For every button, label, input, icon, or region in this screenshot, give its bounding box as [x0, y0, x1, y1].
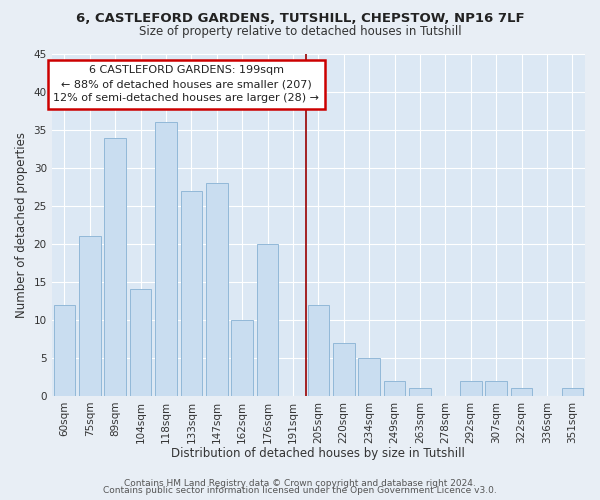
Text: Contains public sector information licensed under the Open Government Licence v3: Contains public sector information licen… — [103, 486, 497, 495]
Bar — [232, 320, 253, 396]
Bar — [206, 183, 227, 396]
Bar — [409, 388, 431, 396]
Bar — [333, 342, 355, 396]
Bar — [104, 138, 126, 396]
Bar — [79, 236, 101, 396]
Bar — [130, 290, 151, 396]
Text: Contains HM Land Registry data © Crown copyright and database right 2024.: Contains HM Land Registry data © Crown c… — [124, 478, 476, 488]
X-axis label: Distribution of detached houses by size in Tutshill: Distribution of detached houses by size … — [172, 447, 465, 460]
Bar — [460, 380, 482, 396]
Bar — [155, 122, 177, 396]
Text: 6 CASTLEFORD GARDENS: 199sqm
← 88% of detached houses are smaller (207)
12% of s: 6 CASTLEFORD GARDENS: 199sqm ← 88% of de… — [53, 66, 319, 104]
Y-axis label: Number of detached properties: Number of detached properties — [15, 132, 28, 318]
Bar — [511, 388, 532, 396]
Bar — [53, 304, 75, 396]
Bar — [308, 304, 329, 396]
Bar — [562, 388, 583, 396]
Bar — [181, 190, 202, 396]
Bar — [384, 380, 406, 396]
Text: 6, CASTLEFORD GARDENS, TUTSHILL, CHEPSTOW, NP16 7LF: 6, CASTLEFORD GARDENS, TUTSHILL, CHEPSTO… — [76, 12, 524, 26]
Bar — [485, 380, 507, 396]
Bar — [257, 244, 278, 396]
Text: Size of property relative to detached houses in Tutshill: Size of property relative to detached ho… — [139, 25, 461, 38]
Bar — [358, 358, 380, 396]
